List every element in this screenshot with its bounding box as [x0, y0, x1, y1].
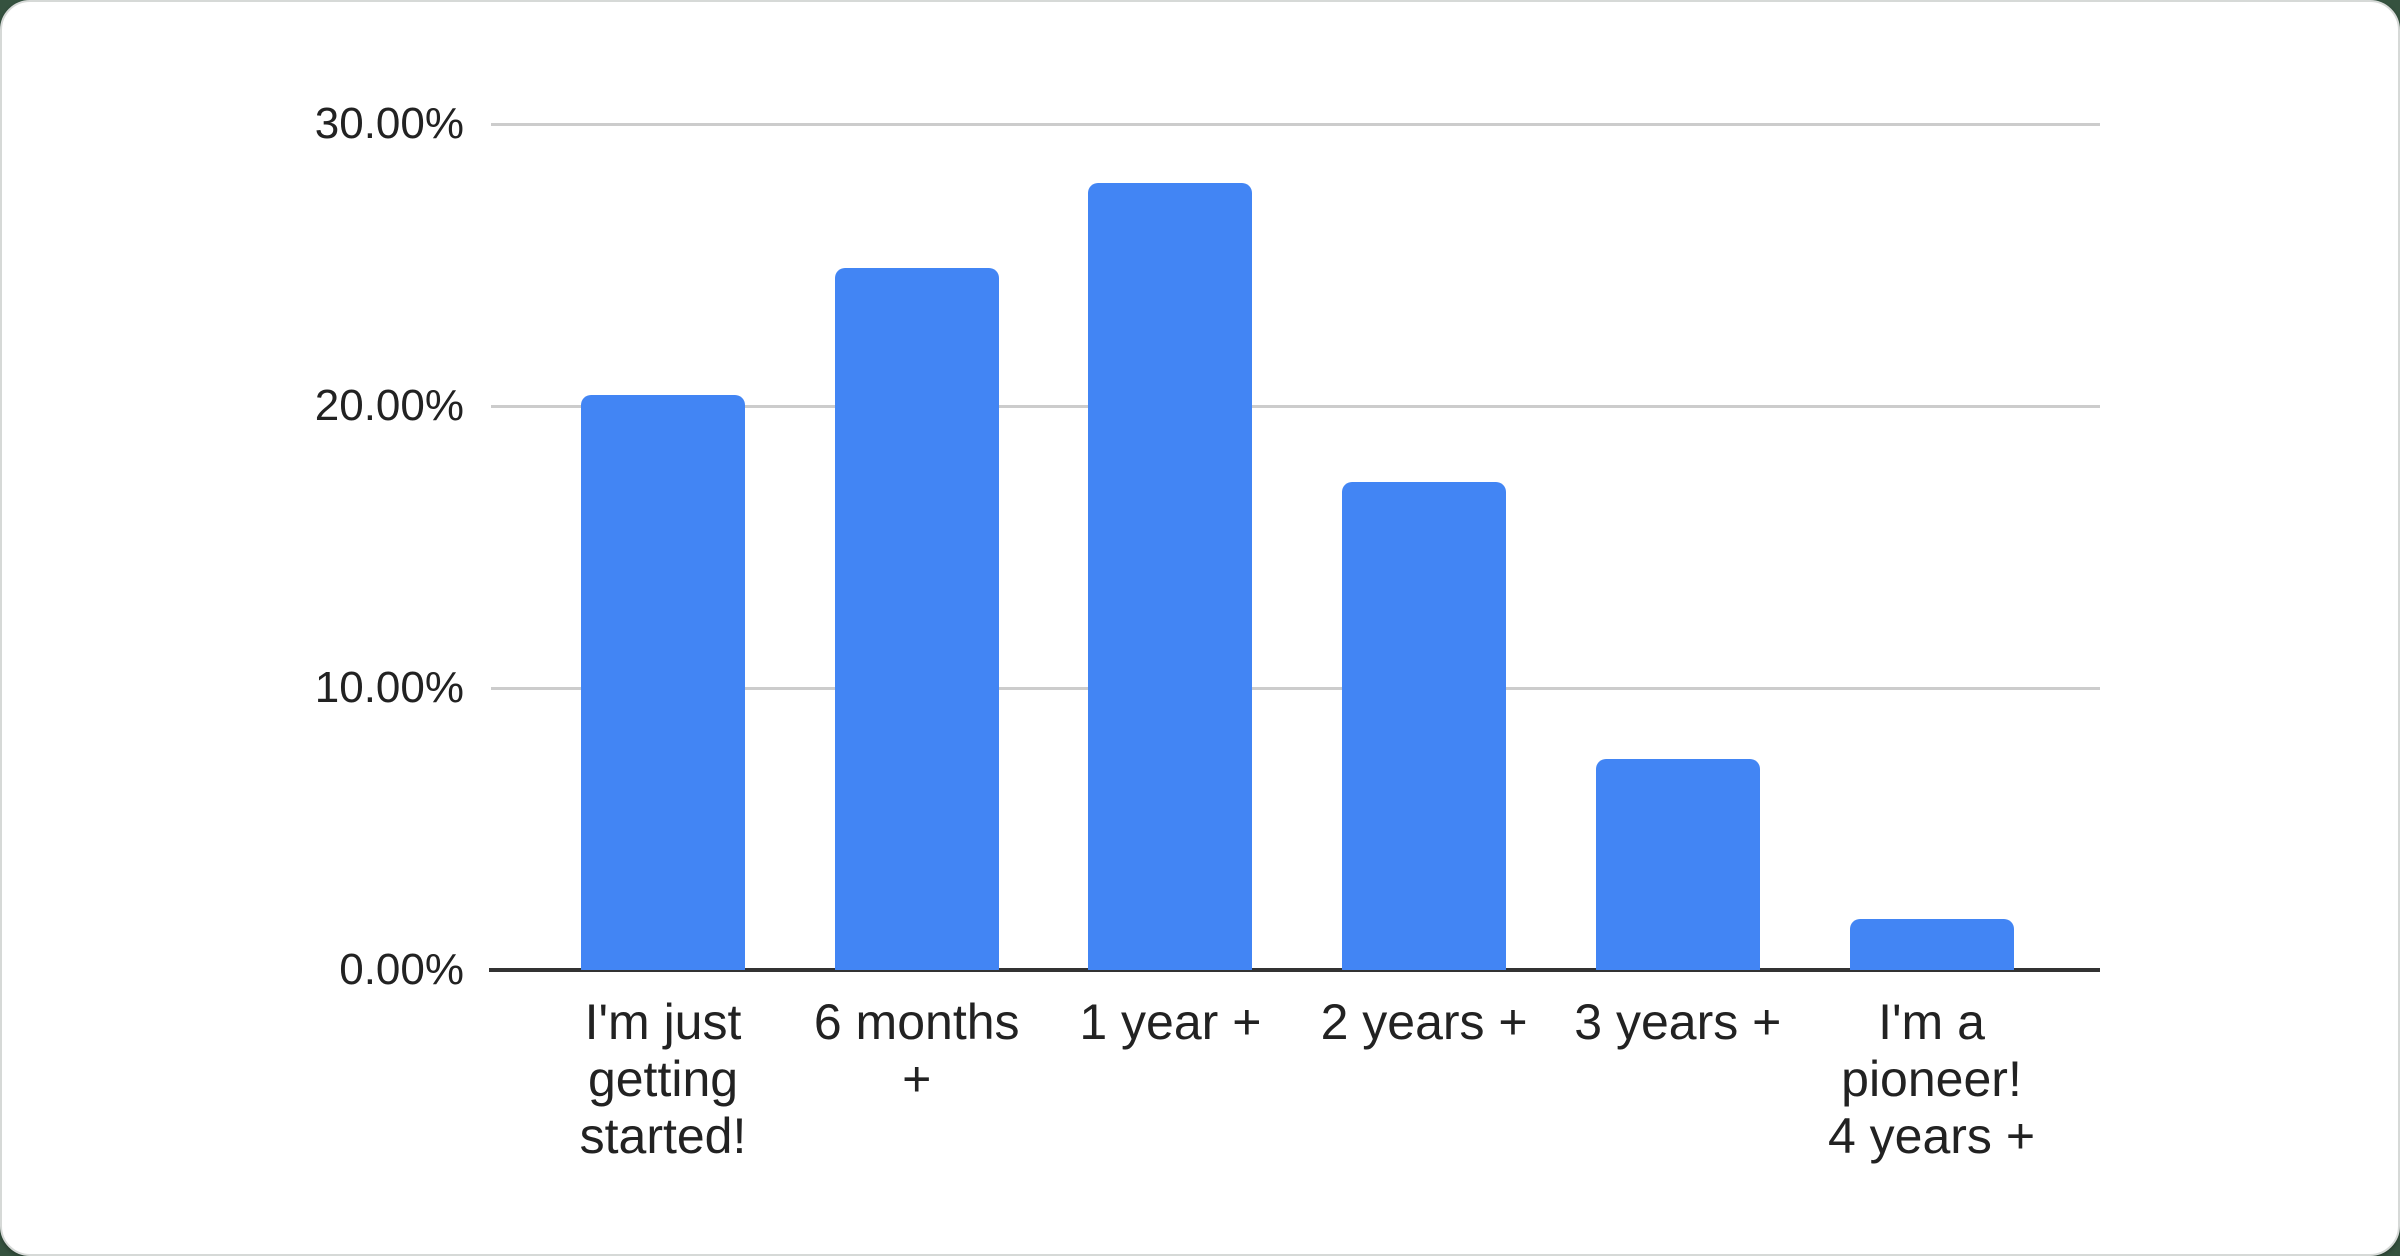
x-axis-tick-label: I'm a pioneer! 4 years +: [1827, 994, 2036, 1164]
bar-1: [581, 394, 745, 970]
y-axis-tick-label: 10.00%: [314, 663, 464, 712]
gridline: [491, 123, 2100, 126]
x-axis-tick-label: 6 months +: [813, 994, 1020, 1107]
y-axis-tick-label: 30.00%: [314, 99, 464, 148]
bar-5: [1595, 758, 1760, 970]
y-axis-tick-label: 0.00%: [339, 945, 464, 994]
gridline: [491, 687, 2100, 690]
x-axis-tick-label: I'm just getting started!: [579, 994, 747, 1164]
bar-2: [834, 267, 999, 970]
bar-4: [1342, 482, 1507, 970]
x-axis-line: [489, 968, 2100, 972]
y-axis-tick-label: 20.00%: [314, 381, 464, 430]
x-axis-tick-label: 1 year +: [1079, 994, 1262, 1050]
x-axis-tick-label: 3 years +: [1574, 994, 1782, 1050]
gridline: [491, 405, 2100, 408]
x-axis-tick-label: 2 years +: [1320, 994, 1528, 1050]
bar-3: [1088, 183, 1253, 970]
bar-6: [1849, 919, 2014, 970]
